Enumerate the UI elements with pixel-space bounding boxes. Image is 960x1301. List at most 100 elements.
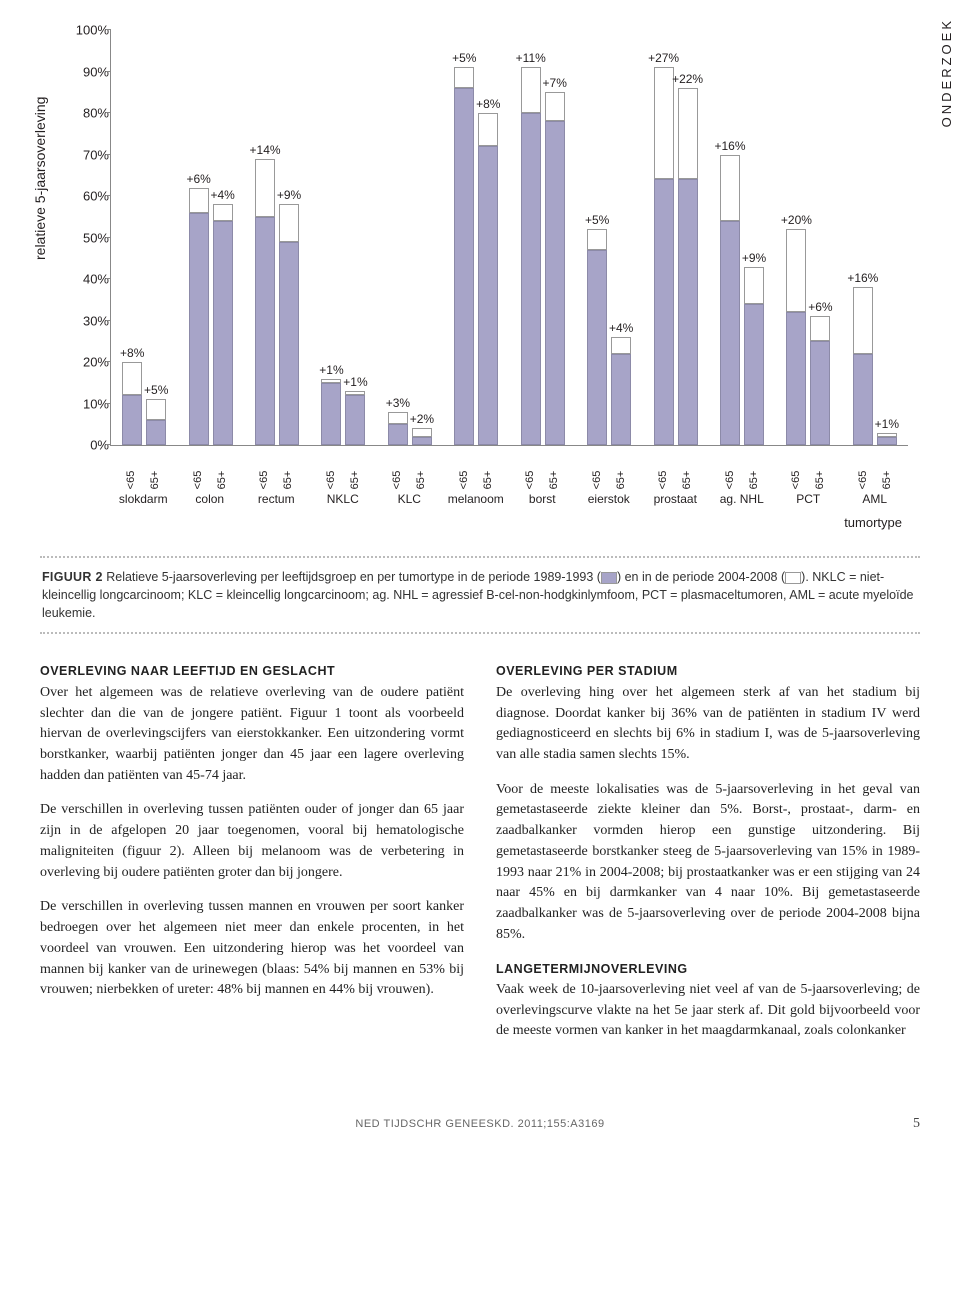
figure-caption: FIGUUR 2 Relatieve 5-jaarsoverleving per… bbox=[40, 556, 920, 634]
bar-segment-old bbox=[877, 437, 897, 445]
bar-segment-new bbox=[744, 267, 764, 304]
bar-group: +16%+1% bbox=[842, 30, 908, 445]
bar: +8% bbox=[478, 113, 498, 445]
bar-segment-new bbox=[412, 428, 432, 436]
delta-label: +9% bbox=[734, 251, 774, 265]
y-tick-label: 70% bbox=[65, 147, 109, 162]
bar-segment-new bbox=[853, 287, 873, 353]
paragraph: De verschillen in overleving tussen pati… bbox=[40, 800, 464, 883]
bar-group: +14%+9% bbox=[244, 30, 310, 445]
bar: +6% bbox=[810, 316, 830, 445]
bar-segment-old bbox=[321, 383, 341, 445]
section-heading-1: OVERLEVING NAAR LEEFTIJD EN GESLACHT bbox=[40, 662, 464, 681]
x-sub-label: 65+ bbox=[681, 470, 693, 490]
delta-label: +14% bbox=[245, 143, 285, 157]
x-sub-label: <65 bbox=[591, 470, 603, 490]
delta-label: +22% bbox=[668, 72, 708, 86]
bar-group: +5%+4% bbox=[576, 30, 642, 445]
section-heading-3: LANGETERMIJNOVERLEVING bbox=[496, 960, 920, 979]
delta-label: +6% bbox=[179, 172, 219, 186]
bar: +22% bbox=[678, 88, 698, 445]
x-sub-label: <65 bbox=[391, 470, 403, 490]
bar-segment-new bbox=[478, 113, 498, 146]
y-tick-label: 100% bbox=[65, 23, 109, 38]
bar-segment-old bbox=[454, 88, 474, 445]
bar-segment-new bbox=[611, 337, 631, 354]
x-category-label: PCT bbox=[775, 492, 842, 506]
delta-label: +1% bbox=[867, 417, 907, 431]
x-category-label: eierstok bbox=[576, 492, 643, 506]
x-sub-label: 65+ bbox=[881, 470, 893, 490]
page: ONDERZOEK relatieve 5-jaarsoverleving +8… bbox=[0, 0, 960, 1172]
x-sub-label: 65+ bbox=[349, 470, 361, 490]
bar-segment-old bbox=[189, 213, 209, 445]
bar: +8% bbox=[122, 362, 142, 445]
page-footer: NED TIJDSCHR GENEESKD. 2011;155:A3169 5 bbox=[40, 1116, 920, 1132]
delta-label: +8% bbox=[468, 97, 508, 111]
bar: +6% bbox=[189, 188, 209, 445]
delta-label: +5% bbox=[444, 51, 484, 65]
bar-segment-old bbox=[213, 221, 233, 445]
bar: +16% bbox=[720, 155, 740, 446]
x-sub-label: <65 bbox=[524, 470, 536, 490]
bar-group: +20%+6% bbox=[775, 30, 841, 445]
bar: +20% bbox=[786, 229, 806, 445]
x-sub-label: <65 bbox=[192, 470, 204, 490]
y-tick-label: 20% bbox=[65, 355, 109, 370]
bar-segment-old bbox=[545, 121, 565, 445]
delta-label: +2% bbox=[402, 412, 442, 426]
bar-segment-new bbox=[146, 399, 166, 420]
paragraph: De overleving hing over het algemeen ste… bbox=[496, 683, 920, 766]
y-tick-label: 40% bbox=[65, 272, 109, 287]
bar-group: +6%+4% bbox=[177, 30, 243, 445]
bar-segment-old bbox=[611, 354, 631, 445]
x-sub-label: 65+ bbox=[814, 470, 826, 490]
x-sub-label: 65+ bbox=[149, 470, 161, 490]
bar-group: +8%+5% bbox=[111, 30, 177, 445]
section-heading-2: OVERLEVING PER STADIUM bbox=[496, 662, 920, 681]
bar-segment-old bbox=[478, 146, 498, 445]
bar-group: +27% +22% bbox=[642, 30, 708, 445]
delta-label: +27% bbox=[644, 51, 684, 65]
x-category-label: rectum bbox=[243, 492, 310, 506]
paragraph: Voor de meeste lokalisaties was de 5-jaa… bbox=[496, 780, 920, 946]
delta-label: +16% bbox=[710, 139, 750, 153]
bar-segment-new bbox=[213, 204, 233, 221]
bar: +7% bbox=[545, 92, 565, 445]
x-sub-label: 65+ bbox=[282, 470, 294, 490]
bar: +11% bbox=[521, 67, 541, 445]
x-category-label: colon bbox=[177, 492, 244, 506]
bar-group: +1%+1% bbox=[310, 30, 376, 445]
delta-label: +7% bbox=[535, 76, 575, 90]
x-category-label: slokdarm bbox=[110, 492, 177, 506]
x-sub-label: 65+ bbox=[748, 470, 760, 490]
bar: +5% bbox=[587, 229, 607, 445]
legend-swatch-new bbox=[785, 572, 801, 584]
x-category-label: melanoom bbox=[443, 492, 510, 506]
bar-segment-new bbox=[587, 229, 607, 250]
x-axis-caption: tumortype bbox=[110, 515, 908, 530]
x-category-label: NKLC bbox=[310, 492, 377, 506]
bar: +4% bbox=[611, 337, 631, 445]
x-sub-label: <65 bbox=[458, 470, 470, 490]
y-tick-label: 50% bbox=[65, 230, 109, 245]
bar-segment-old bbox=[345, 395, 365, 445]
caption-text-1: Relatieve 5-jaarsoverleving per leeftijd… bbox=[103, 570, 601, 584]
x-sub-labels: <6565+<6565+<6565+<6565+<6565+<6565+<656… bbox=[110, 466, 908, 478]
bar-group: +11%+7% bbox=[510, 30, 576, 445]
article-columns: OVERLEVING NAAR LEEFTIJD EN GESLACHT Ove… bbox=[40, 662, 920, 1056]
bar-segment-old bbox=[521, 113, 541, 445]
y-tick-label: 90% bbox=[65, 64, 109, 79]
paragraph: De verschillen in overleving tussen mann… bbox=[40, 897, 464, 1001]
plot-area: +8%+5%+6%+4%+14%+9%+1%+1%+3%+2%+5%+8%+11… bbox=[110, 30, 908, 446]
y-axis-label: relatieve 5-jaarsoverleving bbox=[32, 97, 48, 260]
y-tick-label: 80% bbox=[65, 106, 109, 121]
bar: +9% bbox=[744, 267, 764, 445]
bar: +4% bbox=[213, 204, 233, 445]
delta-label: +5% bbox=[577, 213, 617, 227]
x-category-label: prostaat bbox=[642, 492, 709, 506]
x-sub-label: 65+ bbox=[548, 470, 560, 490]
paragraph: Over het algemeen was de relatieve overl… bbox=[40, 683, 464, 787]
paragraph: Vaak week de 10-jaarsoverleving niet vee… bbox=[496, 980, 920, 1042]
bar-group: +3%+2% bbox=[377, 30, 443, 445]
